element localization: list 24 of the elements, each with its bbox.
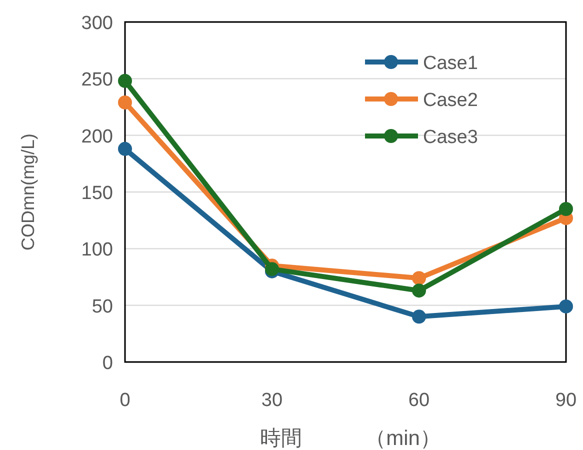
point [118,95,132,110]
y-tick-label: 200 [81,126,113,148]
point [559,299,573,314]
x-axis-title: 時間 （min） [260,427,441,450]
point [412,284,426,298]
legend-label: Case1 [423,53,478,74]
y-tick-label: 300 [81,13,113,34]
y-tick-label: 150 [81,183,113,204]
y-tick-label: 100 [81,240,113,261]
point [118,74,132,88]
x-tick-label: 90 [555,390,577,411]
x-tick-label: 30 [261,390,283,411]
legend-label: Case2 [423,90,478,111]
y-tick-label: 50 [92,296,113,318]
y-tick-label: 250 [81,70,113,91]
legend-label: Case3 [423,127,478,148]
point [412,310,426,324]
point [118,142,132,156]
x-tick-label: 0 [120,390,130,411]
x-tick-label: 60 [408,390,430,411]
point [559,202,573,216]
y-axis-title: CODmn(mg/L) [18,133,38,251]
point [412,271,426,286]
y-tick-label: 0 [102,353,113,374]
